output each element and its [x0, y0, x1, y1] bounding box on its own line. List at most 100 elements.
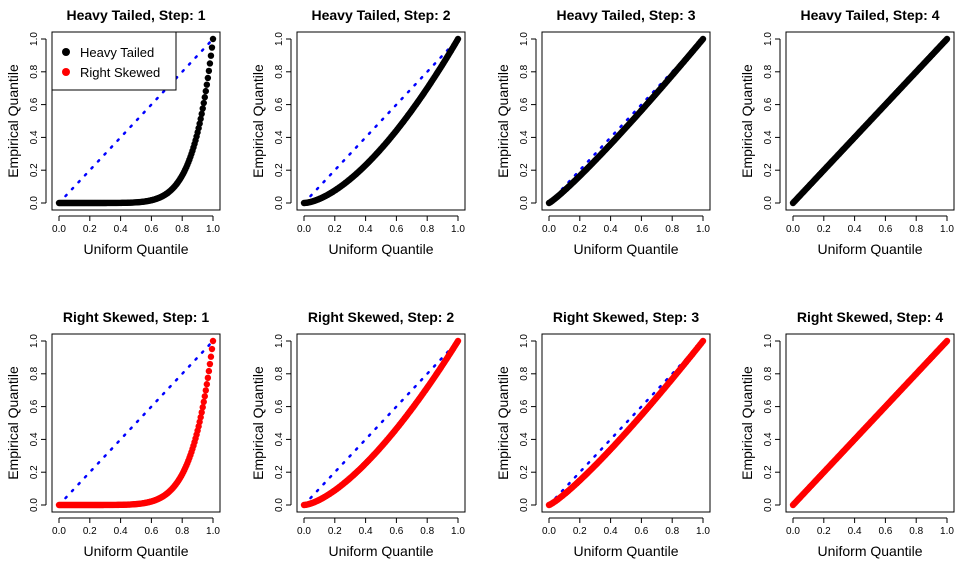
panel-1: Heavy Tailed, Step: 1 0.0 0.2 0.4 0.6 0.8 1.0 0… [5, 7, 221, 257]
x-tick-label: 0.4 [359, 224, 373, 235]
y-tick-label: 0.4 [763, 130, 774, 144]
data-point [200, 398, 207, 406]
y-tick-label: 0.4 [29, 130, 40, 144]
data-point [204, 74, 212, 82]
x-tick-label: 0.0 [786, 224, 800, 235]
x-tick-label: 0.2 [328, 224, 342, 235]
y-tick-label: 0.2 [274, 163, 285, 177]
reference-line [547, 339, 705, 507]
y-axis-title: Empirical Quantile [495, 64, 511, 178]
legend-label: Right Skewed [80, 65, 160, 80]
data-point [203, 381, 211, 388]
data-point [197, 115, 204, 123]
x-tick-label: 0.2 [817, 526, 831, 537]
data-point [205, 67, 213, 75]
y-tick-label: 1.0 [519, 32, 530, 46]
panel-title: Right Skewed, Step: 4 [797, 309, 943, 325]
x-tick-label: 0.4 [848, 224, 862, 235]
reference-line [57, 37, 215, 205]
x-tick-label: 0.4 [114, 224, 128, 235]
x-tick-label: 0.8 [420, 526, 434, 537]
legend-box [51, 31, 177, 91]
x-axis-title: Uniform Quantile [328, 241, 433, 257]
x-tick-label: 0.2 [817, 224, 831, 235]
y-axis-title: Empirical Quantile [739, 366, 755, 480]
data-point [943, 337, 951, 345]
x-tick-label: 0.6 [389, 224, 403, 235]
y-tick-label: 0.0 [763, 498, 774, 512]
panel-5: Right Skewed, Step: 1 0.0 0.2 0.4 0.6 0.8 1.0 0… [5, 309, 221, 559]
y-tick-label: 0.8 [274, 366, 285, 380]
panel-title: Right Skewed, Step: 2 [308, 309, 454, 325]
data-points [789, 337, 951, 509]
x-axis-title: Uniform Quantile [83, 241, 188, 257]
panel-title: Right Skewed, Step: 3 [553, 309, 699, 325]
data-points [55, 337, 217, 509]
y-tick-label: 0.2 [29, 163, 40, 177]
x-tick-label: 0.4 [604, 526, 618, 537]
y-tick-label: 0.6 [519, 399, 530, 413]
plot-frame [51, 333, 221, 513]
data-point [203, 81, 211, 88]
y-tick-label: 0.0 [29, 196, 40, 210]
data-point [208, 44, 216, 51]
y-tick-label: 0.8 [274, 64, 285, 78]
data-points [300, 35, 462, 207]
data-point [196, 120, 203, 127]
panel-4: Heavy Tailed, Step: 4 0.0 0.2 0.4 0.6 0.8 1.0 0… [739, 7, 955, 257]
panel-title: Heavy Tailed, Step: 1 [66, 7, 205, 23]
y-tick-label: 0.8 [763, 366, 774, 380]
y-tick-label: 0.4 [519, 432, 530, 446]
panel-title: Right Skewed, Step: 1 [63, 309, 209, 325]
y-tick-label: 0.8 [763, 64, 774, 78]
x-tick-label: 1.0 [696, 224, 710, 235]
y-tick-label: 0.0 [274, 498, 285, 512]
x-tick-label: 0.6 [144, 224, 158, 235]
data-point [204, 374, 212, 382]
y-tick-label: 0.2 [763, 465, 774, 479]
y-axis-title: Empirical Quantile [739, 64, 755, 178]
y-tick-label: 0.2 [519, 465, 530, 479]
x-tick-label: 0.8 [665, 526, 679, 537]
y-tick-label: 1.0 [274, 32, 285, 46]
y-tick-label: 0.8 [29, 64, 40, 78]
plot-frame [296, 31, 466, 211]
x-tick-label: 0.6 [878, 224, 892, 235]
x-tick-label: 0.0 [542, 224, 556, 235]
panel-6: Right Skewed, Step: 2 0.0 0.2 0.4 0.6 0.8 1.0 0… [250, 309, 466, 559]
data-point [209, 35, 217, 43]
data-point [201, 393, 208, 400]
x-tick-label: 0.6 [878, 526, 892, 537]
y-tick-label: 0.2 [274, 465, 285, 479]
data-point [206, 360, 214, 368]
data-points [55, 35, 217, 207]
x-tick-label: 0.8 [909, 526, 923, 537]
x-tick-label: 0.0 [786, 526, 800, 537]
data-point [208, 345, 216, 353]
data-point [209, 337, 217, 345]
x-axis-title: Uniform Quantile [328, 543, 433, 559]
x-tick-label: 1.0 [451, 526, 465, 537]
y-tick-label: 1.0 [29, 32, 40, 46]
reference-line [302, 37, 460, 205]
data-point [207, 353, 215, 360]
x-tick-label: 0.2 [573, 526, 587, 537]
x-tick-label: 0.2 [83, 526, 97, 537]
data-point [199, 404, 206, 411]
data-points [300, 337, 462, 509]
panel-2: Heavy Tailed, Step: 2 0.0 0.2 0.4 0.6 0.8 1.0 0… [250, 7, 466, 257]
x-tick-label: 0.2 [328, 526, 342, 537]
y-tick-label: 0.0 [519, 498, 530, 512]
y-tick-label: 0.0 [763, 196, 774, 210]
data-point [197, 414, 204, 421]
x-tick-label: 0.6 [634, 526, 648, 537]
x-tick-label: 0.8 [420, 224, 434, 235]
data-point [454, 337, 462, 345]
y-tick-label: 0.6 [763, 97, 774, 111]
legend-marker [62, 68, 70, 76]
data-point [206, 60, 214, 67]
y-axis-title: Empirical Quantile [250, 64, 266, 178]
legend-label: Heavy Tailed [80, 45, 154, 60]
y-tick-label: 1.0 [519, 334, 530, 348]
